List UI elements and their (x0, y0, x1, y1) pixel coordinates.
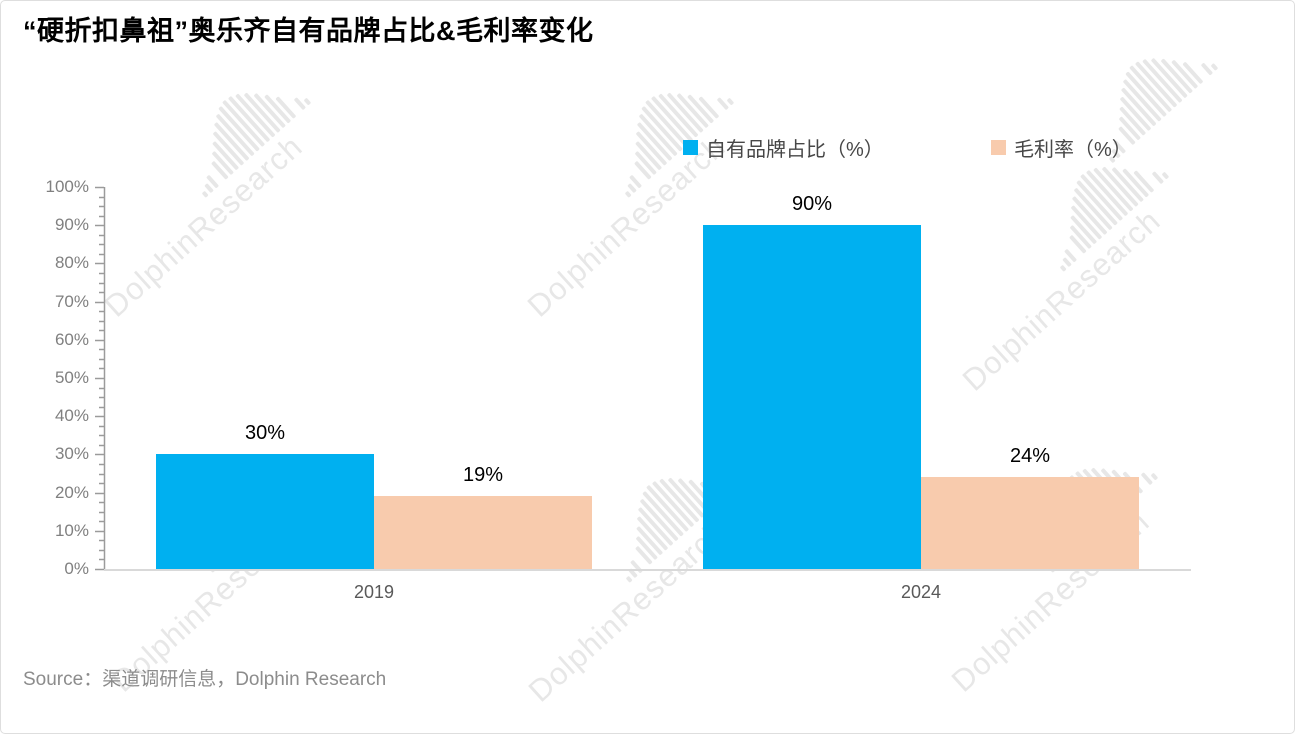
legend-item-gross-margin: 毛利率（%） (991, 133, 1132, 162)
legend-label-own-brand-share: 自有品牌占比（%） (706, 139, 884, 161)
bar-series1-2019 (156, 454, 374, 569)
legend-item-own-brand-share: 自有品牌占比（%） (683, 133, 884, 162)
bar-value-label: 90% (791, 193, 833, 216)
y-tick-label: 50% (54, 368, 89, 387)
category-label: 2024 (900, 582, 942, 602)
legend-swatch-peach (991, 140, 1006, 155)
y-axis-line-and-ticks (95, 186, 106, 571)
bar-value-label: 19% (462, 464, 504, 487)
y-tick-label: 20% (54, 482, 89, 502)
source-note: Source：渠道调研信息，Dolphin Research (23, 669, 387, 690)
y-tick-label: 10% (54, 520, 89, 540)
y-tick-label: 0% (64, 559, 89, 578)
legend-label-gross-margin: 毛利率（%） (1014, 139, 1132, 161)
bar-series2-2019 (374, 496, 592, 569)
y-tick-label: 30% (54, 444, 89, 464)
category-label: 2019 (353, 582, 395, 602)
y-tick-label: 60% (54, 329, 89, 349)
legend-swatch-blue (683, 140, 698, 155)
bar-series2-2024 (921, 477, 1139, 569)
chart-title: “硬折扣鼻祖”奥乐齐自有品牌占比&毛利率变化 (23, 16, 594, 46)
bar-value-label: 24% (1009, 445, 1051, 468)
y-tick-label: 70% (54, 291, 89, 311)
bar-value-label: 30% (244, 422, 286, 445)
y-tick-label: 80% (54, 253, 89, 273)
bar-series1-2024 (703, 225, 921, 569)
y-tick-label: 90% (54, 215, 89, 235)
y-tick-label: 100% (45, 177, 89, 196)
y-tick-label: 40% (54, 406, 89, 426)
